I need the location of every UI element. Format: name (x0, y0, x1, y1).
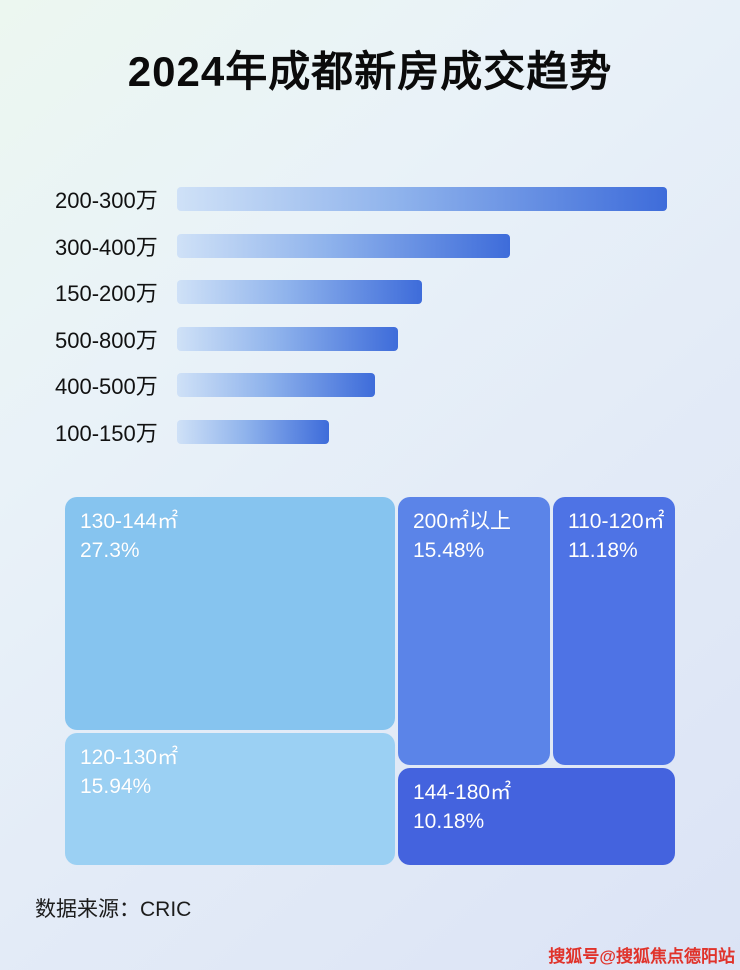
bar (177, 326, 398, 351)
bar-track (177, 280, 667, 305)
bar-label: 400-500万 (55, 374, 158, 400)
treemap-block-label: 144-180㎡ (413, 781, 512, 804)
data-source: 数据来源：CRIC (35, 898, 192, 921)
treemap-block-value: 27.3% (80, 539, 140, 563)
bar-track (177, 419, 667, 444)
bar-track (177, 233, 667, 258)
watermark: 搜狐号@搜狐焦点德阳站 (548, 947, 735, 966)
bar-row: 150-200万 (55, 269, 685, 316)
treemap-block: 130-144㎡ 27.3% (65, 497, 395, 730)
treemap-block-value: 15.48% (413, 539, 485, 563)
bar (177, 419, 329, 444)
treemap-block: 120-130㎡ 15.94% (65, 733, 395, 865)
treemap-block-label: 110-120㎡ (568, 510, 665, 533)
treemap-block-value: 15.94% (80, 775, 152, 799)
bar-row: 400-500万 (55, 362, 685, 409)
bar-track (177, 187, 667, 212)
treemap-block-label: 130-144㎡ (80, 510, 179, 533)
bar (177, 187, 667, 212)
bar-row: 500-800万 (55, 316, 685, 363)
treemap-block-value: 11.18% (568, 539, 638, 563)
bar-row: 200-300万 (55, 176, 685, 223)
bar-label: 200-300万 (55, 188, 158, 214)
bar-track (177, 373, 667, 398)
treemap-block-label: 120-130㎡ (80, 746, 179, 769)
treemap-block: 144-180㎡ 10.18% (398, 768, 675, 865)
page-title: 2024年成都新房成交趋势 (127, 48, 613, 95)
bar-row: 100-150万 (55, 409, 685, 456)
bar (177, 280, 422, 305)
bar-track (177, 326, 667, 351)
bar (177, 373, 376, 398)
area-treemap: 130-144㎡ 27.3% 200㎡以上 15.48% 110-120㎡ 11… (65, 497, 675, 865)
bar-label: 300-400万 (55, 234, 158, 260)
bar-row: 300-400万 (55, 223, 685, 270)
bar-label: 500-800万 (55, 327, 158, 353)
price-bar-chart: 200-300万 300-400万 150-200万 500-800万 400-… (55, 176, 685, 455)
treemap-block-label: 200㎡以上 (413, 510, 512, 533)
bar-label: 100-150万 (55, 420, 158, 446)
bar-label: 150-200万 (55, 281, 158, 307)
treemap-block-value: 10.18% (413, 810, 485, 834)
treemap-block: 200㎡以上 15.48% (398, 497, 550, 765)
bar (177, 233, 511, 258)
treemap-block: 110-120㎡ 11.18% (553, 497, 675, 765)
